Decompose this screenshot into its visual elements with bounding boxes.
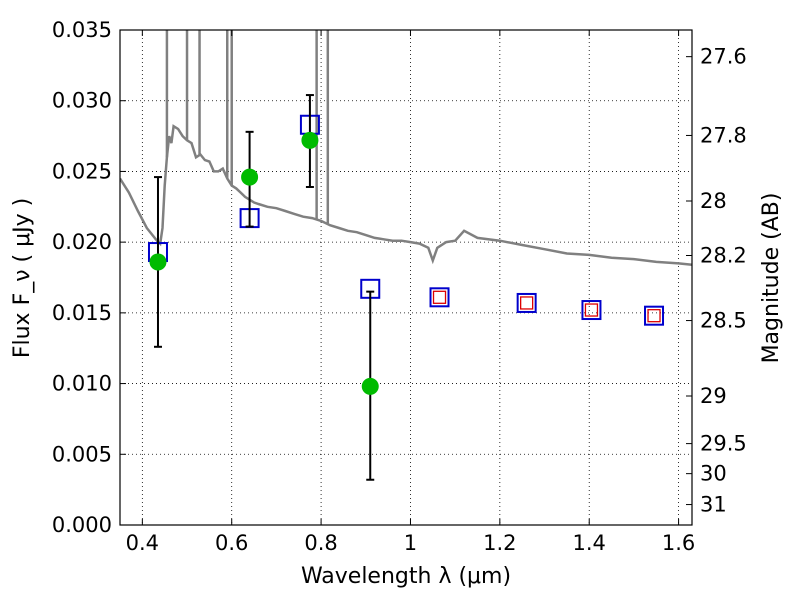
y-tick-label: 0.005: [52, 442, 112, 466]
y-tick-label: 0.010: [52, 372, 112, 396]
y-tick-label: 0.020: [52, 230, 112, 254]
y-tick-label: 0.035: [52, 18, 112, 42]
y2-tick-label: 31: [700, 493, 727, 517]
grid: [120, 29, 692, 526]
y-tick-label: 0.025: [52, 159, 112, 183]
tick-labels: 0.4 0.6 0.8 1 1.2 1.4 1.6 0.000 0.005 0.010 0.015 0…: [52, 18, 747, 555]
y2-tick-label: 28.5: [700, 309, 747, 333]
observed-point: [241, 168, 259, 186]
model-photometry-inner-point: [520, 296, 534, 310]
model-photometry-inner-point: [647, 309, 661, 323]
y-tick-label: 0.015: [52, 301, 112, 325]
y2-tick-label: 27.6: [700, 45, 747, 69]
y-tick-label: 0.000: [52, 513, 112, 537]
x-tick-label: 1.2: [483, 531, 516, 555]
x-tick-label: 0.8: [304, 531, 337, 555]
y2-tick-label: 29: [700, 384, 727, 408]
model-photometry-point: [516, 292, 537, 313]
y2-tick-label: 28.2: [700, 243, 747, 267]
observed-point: [361, 377, 379, 395]
y2-axis-label: Magnitude (AB): [759, 193, 784, 364]
y2-tick-label: 27.8: [700, 123, 747, 147]
model-photometry-inner-point: [432, 290, 447, 304]
observed-point: [149, 253, 167, 271]
model-photometry-point: [429, 287, 450, 308]
model-photometry-point: [581, 300, 602, 321]
model-photometry-point: [644, 305, 665, 326]
x-tick-label: 1.4: [573, 531, 606, 555]
x-axis-label: Wavelength λ (μm): [301, 564, 511, 589]
model-photometry-inner-point: [584, 303, 599, 317]
y2-tick-label: 29.5: [700, 432, 747, 456]
x-tick-label: 0.4: [126, 531, 159, 555]
plot-frame: [119, 29, 693, 526]
y-tick-label: 0.030: [52, 89, 112, 113]
x-tick-label: 1.6: [662, 531, 695, 555]
plot-content: [120, 30, 692, 481]
spectrum-line: [120, 124, 692, 267]
y-axis-label: Flux F_ν ( μJy ): [10, 198, 35, 358]
x-tick-label: 1: [404, 531, 417, 555]
observed-point: [301, 131, 319, 149]
x-tick-label: 0.6: [215, 531, 248, 555]
y2-tick-label: 30: [700, 462, 727, 486]
y2-tick-label: 28: [700, 189, 727, 213]
axis-ticks: [120, 29, 692, 526]
